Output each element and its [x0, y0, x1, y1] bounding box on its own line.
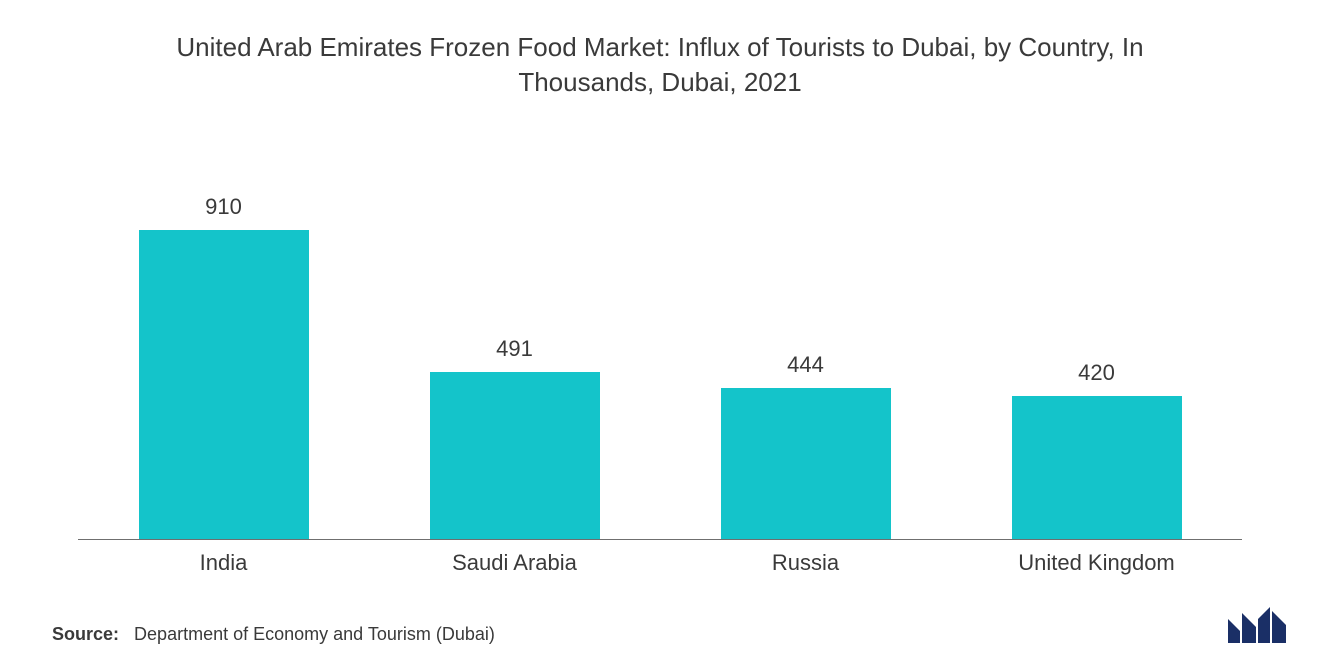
bars-row: 910 491 444 420: [58, 140, 1262, 539]
source-citation: Source: Department of Economy and Touris…: [48, 624, 1272, 645]
bar: [721, 388, 891, 539]
bar: [430, 372, 600, 539]
category-labels-row: IndiaSaudi ArabiaRussiaUnited Kingdom: [58, 540, 1262, 576]
bar-slot: 491: [369, 140, 660, 539]
mordor-logo-icon: [1226, 605, 1288, 645]
chart-container: United Arab Emirates Frozen Food Market:…: [0, 0, 1320, 665]
bar-value-label: 420: [1078, 360, 1115, 386]
bar-slot: 444: [660, 140, 951, 539]
category-label: Saudi Arabia: [369, 550, 660, 576]
category-label: India: [78, 550, 369, 576]
bar: [139, 230, 309, 539]
source-label: Source:: [52, 624, 119, 644]
chart-title: United Arab Emirates Frozen Food Market:…: [110, 30, 1210, 100]
source-text: Department of Economy and Tourism (Dubai…: [134, 624, 495, 644]
bar-slot: 420: [951, 140, 1242, 539]
bar-value-label: 910: [205, 194, 242, 220]
category-label: United Kingdom: [951, 550, 1242, 576]
category-label: Russia: [660, 550, 951, 576]
bar: [1012, 396, 1182, 539]
bar-slot: 910: [78, 140, 369, 539]
bar-value-label: 444: [787, 352, 824, 378]
bar-value-label: 491: [496, 336, 533, 362]
chart-plot-area: 910 491 444 420: [58, 140, 1262, 539]
